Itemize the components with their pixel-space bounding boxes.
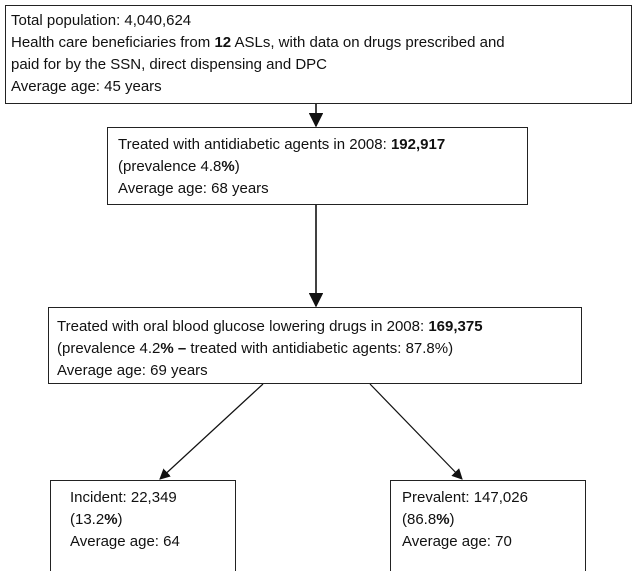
- text: paid for by the SSN, direct dispensing a…: [11, 56, 328, 73]
- text: treated with antidiabetic agents: 87.8%): [186, 340, 454, 357]
- text: Average age: 68 years: [118, 180, 269, 197]
- text-line: Health care beneficiaries from 12 ASLs, …: [11, 32, 627, 54]
- arrow: [159, 383, 264, 480]
- text-line: Incident: 22,349: [70, 487, 231, 509]
- text-line: Average age: 45 years: [11, 76, 627, 98]
- text: Average age: 45 years: [11, 78, 162, 95]
- text: ): [449, 511, 455, 528]
- text-line: (prevalence 4.2% – treated with antidiab…: [57, 338, 577, 360]
- text: ASLs, with data on drugs prescribed and: [231, 34, 505, 51]
- text: Average age: 69 years: [57, 362, 208, 379]
- bold-text: %: [221, 158, 235, 175]
- bold-text: 169,375: [428, 318, 483, 335]
- node-box: Total population: 4,040,624 Health care b…: [5, 5, 632, 104]
- node-box: Prevalent: 147,026 (86.8%) Average age: 70: [390, 480, 586, 571]
- text: Incident: 22,349: [70, 489, 177, 506]
- node-box: Treated with oral blood glucose lowering…: [48, 307, 582, 384]
- text: (86.8: [402, 511, 437, 528]
- text: Average age: 70: [402, 533, 512, 550]
- text: Prevalent: 147,026: [402, 489, 528, 506]
- text-line: paid for by the SSN, direct dispensing a…: [11, 54, 627, 76]
- arrow: [369, 383, 463, 480]
- text-line: Average age: 69 years: [57, 360, 577, 382]
- node-box: Incident: 22,349 (13.2%) Average age: 64: [50, 480, 236, 571]
- text: ): [117, 511, 123, 528]
- text-line: Total population: 4,040,624: [11, 10, 627, 32]
- bold-text: %: [104, 511, 118, 528]
- text: (13.2: [70, 511, 105, 528]
- text-line: (13.2%): [70, 509, 231, 531]
- text-line: Prevalent: 147,026: [402, 487, 581, 509]
- text-line: Treated with antidiabetic agents in 2008…: [118, 134, 523, 156]
- node-box: Treated with antidiabetic agents in 2008…: [107, 127, 528, 205]
- bold-text: %: [436, 511, 450, 528]
- text: Health care beneficiaries from: [11, 34, 215, 51]
- text: Average age: 64: [70, 533, 180, 550]
- text-line: (prevalence 4.8%): [118, 156, 523, 178]
- text-line: Average age: 70: [402, 531, 581, 553]
- text: ): [234, 158, 240, 175]
- bold-text: 12: [214, 34, 232, 51]
- bold-text: 192,917: [390, 136, 446, 153]
- text: (prevalence 4.2: [57, 340, 161, 357]
- text-line: (86.8%): [402, 509, 581, 531]
- text: Total population: 4,040,624: [11, 12, 192, 29]
- bold-text: % –: [160, 340, 187, 357]
- text-line: Treated with oral blood glucose lowering…: [57, 316, 577, 338]
- text: (prevalence 4.8: [118, 158, 222, 175]
- text-line: Average age: 64: [70, 531, 231, 553]
- text-line: Average age: 68 years: [118, 178, 523, 200]
- text: Treated with antidiabetic agents in 2008…: [118, 136, 391, 153]
- text: Treated with oral blood glucose lowering…: [57, 318, 429, 335]
